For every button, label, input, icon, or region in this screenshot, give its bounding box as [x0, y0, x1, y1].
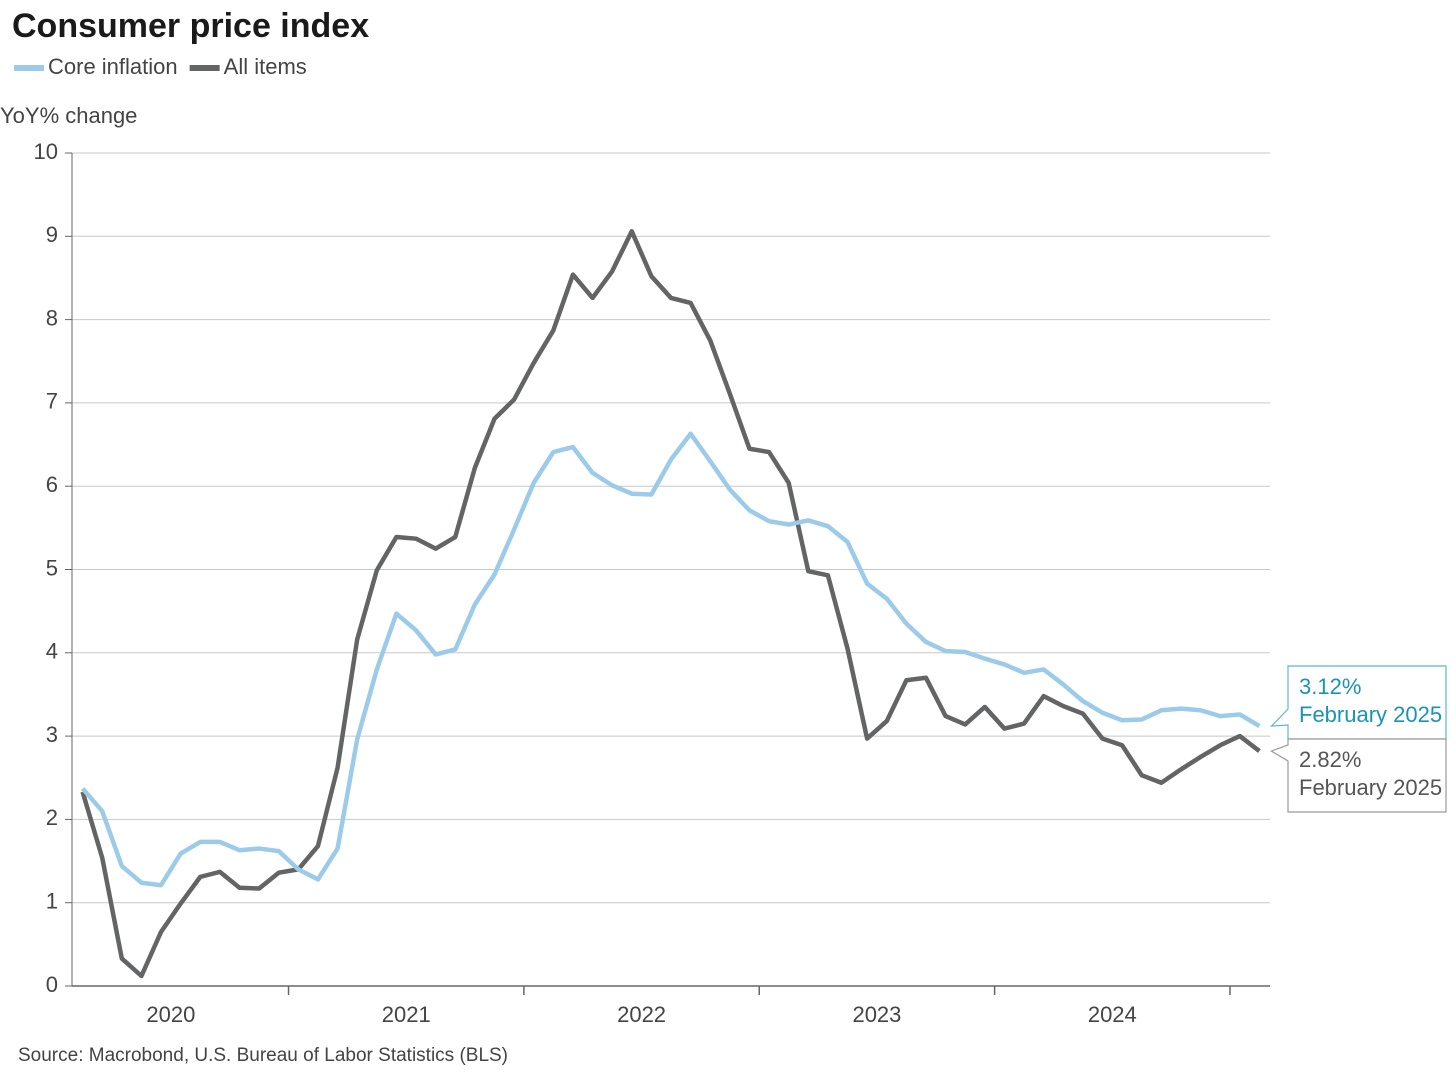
y-tick-label: 6: [46, 472, 58, 497]
chart-title: Consumer price index: [12, 7, 369, 45]
value-label: 3.12%: [1299, 674, 1361, 699]
series-line: [80, 431, 1261, 888]
value-label: 2.82%: [1299, 747, 1361, 772]
y-tick-label: 0: [46, 972, 58, 997]
y-tick-label: 2: [46, 805, 58, 830]
y-axis-label: YoY% change: [0, 103, 137, 128]
legend-label: All items: [224, 54, 307, 79]
x-tick-label: 2021: [382, 1002, 431, 1027]
callout-date: February 2025: [1299, 775, 1442, 800]
x-tick-label: 2024: [1088, 1002, 1137, 1027]
y-tick-label: 10: [34, 139, 58, 164]
y-tick-label: 8: [46, 305, 58, 330]
y-tick-label: 4: [46, 639, 58, 664]
legend-item: All items: [189, 54, 307, 79]
callout-date: February 2025: [1299, 702, 1442, 727]
x-tick-label: 2022: [617, 1002, 666, 1027]
legend-label: Core inflation: [48, 54, 178, 79]
callout-box: [1270, 738, 1447, 813]
y-tick-label: 3: [46, 722, 58, 747]
x-tick-label: 2023: [852, 1002, 901, 1027]
y-tick-label: 9: [46, 222, 58, 247]
series-line: [80, 229, 1261, 979]
x-tick-label: 2020: [146, 1002, 195, 1027]
legend-item: Core inflation: [14, 54, 178, 79]
y-tick-label: 1: [46, 889, 58, 914]
y-tick-label: 7: [46, 389, 58, 414]
callout-box: [1269, 665, 1447, 740]
y-tick-label: 5: [46, 555, 58, 580]
source: Source: Macrobond, U.S. Bureau of Labor …: [18, 1045, 508, 1066]
